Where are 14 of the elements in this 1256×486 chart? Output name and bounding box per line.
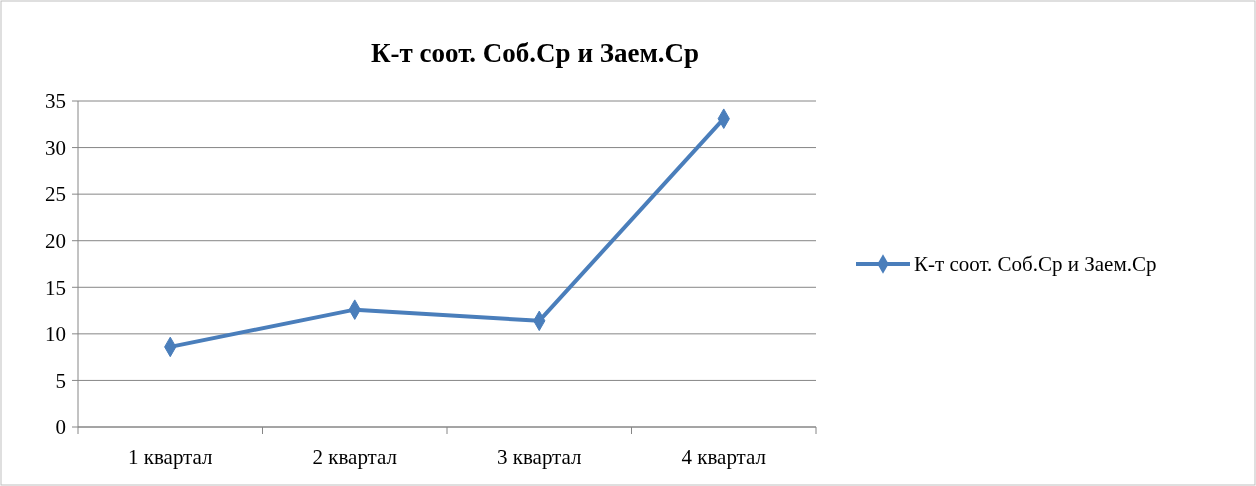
chart-title: К-т соот. Соб.Ср и Заем.Ср (370, 38, 700, 68)
x-tick-label: 1 квартал (127, 445, 213, 469)
x-tick-label: 3 квартал (496, 445, 582, 469)
y-tick-label: 10 (45, 322, 66, 347)
y-tick-label: 35 (45, 89, 66, 114)
y-tick-label: 15 (45, 275, 66, 300)
x-tick-label: 2 квартал (312, 445, 398, 469)
y-tick-label: 30 (45, 135, 66, 160)
y-tick-label: 25 (45, 182, 66, 207)
y-tick-label: 20 (45, 229, 66, 254)
y-tick-label: 0 (55, 415, 66, 440)
legend-label: К-т соот. Соб.Ср и Заем.Ср (914, 252, 1157, 277)
x-tick-label: 4 квартал (681, 445, 767, 469)
y-tick-label: 5 (55, 368, 66, 393)
